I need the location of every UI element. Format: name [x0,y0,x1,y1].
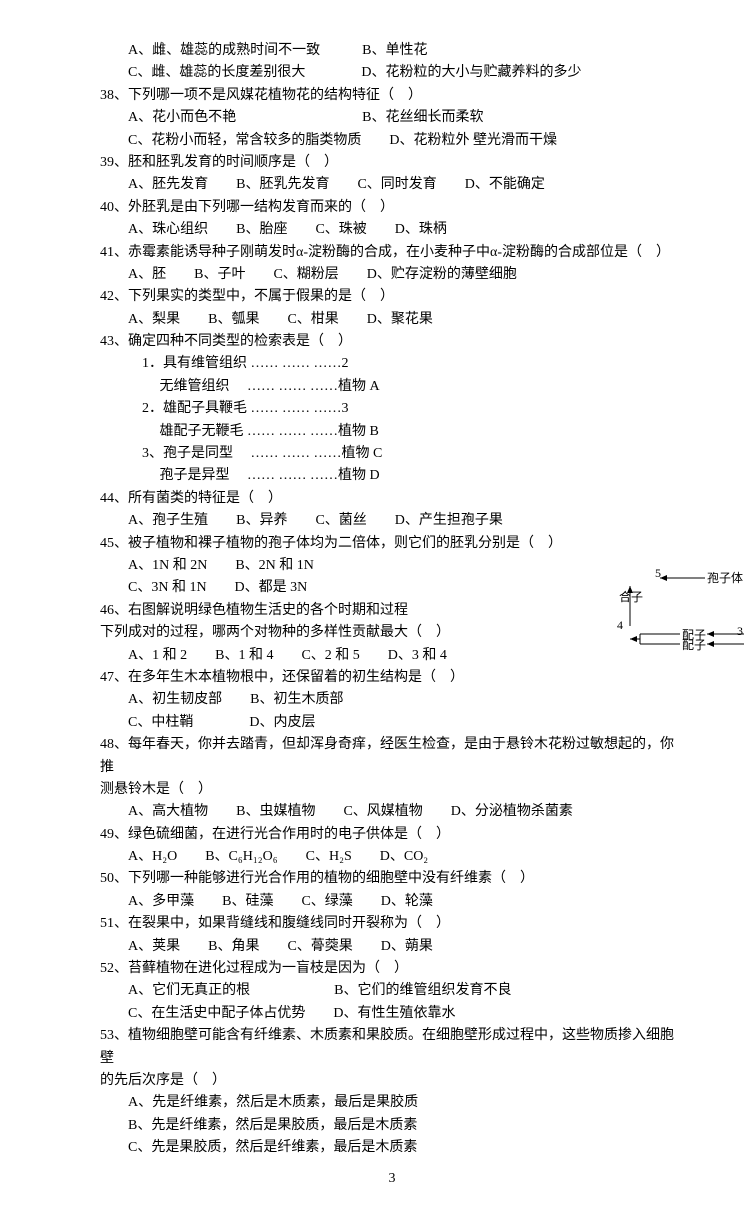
text-line: A、胚 B、子叶 C、糊粉层 D、贮存淀粉的薄壁细胞 [100,264,684,286]
text-line: 48、每年春天，你并去踏青，但却浑身奇痒，经医生检查，是由于悬铃木花粉过敏想起的… [100,734,684,779]
page-content: A、雌、雄蕊的成熟时间不一致 B、单性花C、雌、雄蕊的长度差别很大 D、花粉粒的… [100,40,684,1190]
label-sporophyte: 孢子体 [707,569,743,588]
label-gamete2: 配子 [682,636,706,655]
text-line: A、1 和 2 B、1 和 4 C、2 和 5 D、3 和 4 [100,645,684,667]
text-line: C、花粉小而轻，常含较多的脂类物质 D、花粉粒外 壁光滑而干燥 [100,130,684,152]
text-line: 无维管组织 …… …… ……植物 A [100,376,684,398]
text-line: A、初生韧皮部 B、初生木质部 [100,689,684,711]
text-line: B、先是纤维素，然后是果胶质，最后是木质素 [100,1115,684,1137]
text-line: A、孢子生殖 B、异养 C、菌丝 D、产生担孢子果 [100,510,684,532]
text-line: A、H₂O B、C₆H₁₂O₆ C、H₂S D、CO₂ [100,846,684,868]
text-line: A、梨果 B、瓠果 C、柑果 D、聚花果 [100,309,684,331]
text-line: 45、被子植物和裸子植物的孢子体均为二倍体，则它们的胚乳分别是（ ） [100,533,684,555]
text-line: 下列成对的过程，哪两个对物种的多样性贡献最大（ ） [100,622,684,644]
label-4: 4 [617,616,623,635]
label-3: 3 [737,622,743,641]
text-line: 雄配子无鞭毛 …… …… ……植物 B [100,421,684,443]
text-line: 1．具有维管组织 …… …… ……2 [100,353,684,375]
text-line: 47、在多年生木本植物根中，还保留着的初生结构是（ ） [100,667,684,689]
text-line: A、多甲藻 B、硅藻 C、绿藻 D、轮藻 [100,891,684,913]
text-line: 51、在裂果中，如果背缝线和腹缝线同时开裂称为（ ） [100,913,684,935]
text-line: 40、外胚乳是由下列哪一结构发育而来的（ ） [100,197,684,219]
text-line: 2．雄配子具鞭毛 …… …… ……3 [100,398,684,420]
text-line: A、荚果 B、角果 C、蓇葖果 D、蒴果 [100,936,684,958]
text-line: A、1N 和 2N B、2N 和 1N [100,555,684,577]
text-line: 测悬铃木是（ ） [100,779,684,801]
text-line: 46、右图解说明绿色植物生活史的各个时期和过程 [100,600,684,622]
text-line: A、先是纤维素，然后是木质素，最后是果胶质 [100,1092,684,1114]
text-line: C、先是果胶质，然后是纤维素，最后是木质素 [100,1137,684,1159]
text-line: A、高大植物 B、虫媒植物 C、风媒植物 D、分泌植物杀菌素 [100,801,684,823]
text-line: 42、下列果实的类型中，不属于假果的是（ ） [100,286,684,308]
label-5: 5 [655,564,661,583]
text-line: 孢子是异型 …… …… ……植物 D [100,465,684,487]
text-line: 52、苔藓植物在进化过程成为一盲枝是因为（ ） [100,958,684,980]
life-cycle-diagram: 孢子体 1 5 孢子 2 配子体 3 配子 配子 合子 4 [615,566,744,656]
text-line: 38、下列哪一项不是风媒花植物花的结构特征（ ） [100,85,684,107]
text-line: 49、绿色硫细菌，在进行光合作用时的电子供体是（ ） [100,824,684,846]
text-line: C、雌、雄蕊的长度差别很大 D、花粉粒的大小与贮藏养料的多少 [100,62,684,84]
text-line: A、它们无真正的根 B、它们的维管组织发育不良 [100,980,684,1002]
text-line: 39、胚和胚乳发育的时间顺序是（ ） [100,152,684,174]
text-line: C、在生活史中配子体占优势 D、有性生殖依靠水 [100,1003,684,1025]
text-line: 的先后次序是（ ） [100,1070,684,1092]
text-line: 50、下列哪一种能够进行光合作用的植物的细胞壁中没有纤维素（ ） [100,868,684,890]
text-line: C、3N 和 1N D、都是 3N [100,577,684,599]
label-zygote: 合子 [619,588,643,607]
text-line: C、中柱鞘 D、内皮层 [100,712,684,734]
text-line: 3、孢子是同型 …… …… ……植物 C [100,443,684,465]
text-line: 43、确定四种不同类型的检索表是（ ） [100,331,684,353]
text-line: A、花小而色不艳 B、花丝细长而柔软 [100,107,684,129]
text-line: A、胚先发育 B、胚乳先发育 C、同时发育 D、不能确定 [100,174,684,196]
text-line: A、雌、雄蕊的成熟时间不一致 B、单性花 [100,40,684,62]
text-line: 41、赤霉素能诱导种子刚萌发时α-淀粉酶的合成，在小麦种子中α-淀粉酶的合成部位… [100,242,684,264]
text-line: 44、所有菌类的特征是（ ） [100,488,684,510]
text-line: A、珠心组织 B、胎座 C、珠被 D、珠柄 [100,219,684,241]
question-lines: A、雌、雄蕊的成熟时间不一致 B、单性花C、雌、雄蕊的长度差别很大 D、花粉粒的… [100,40,684,1160]
page-number: 3 [100,1168,684,1190]
